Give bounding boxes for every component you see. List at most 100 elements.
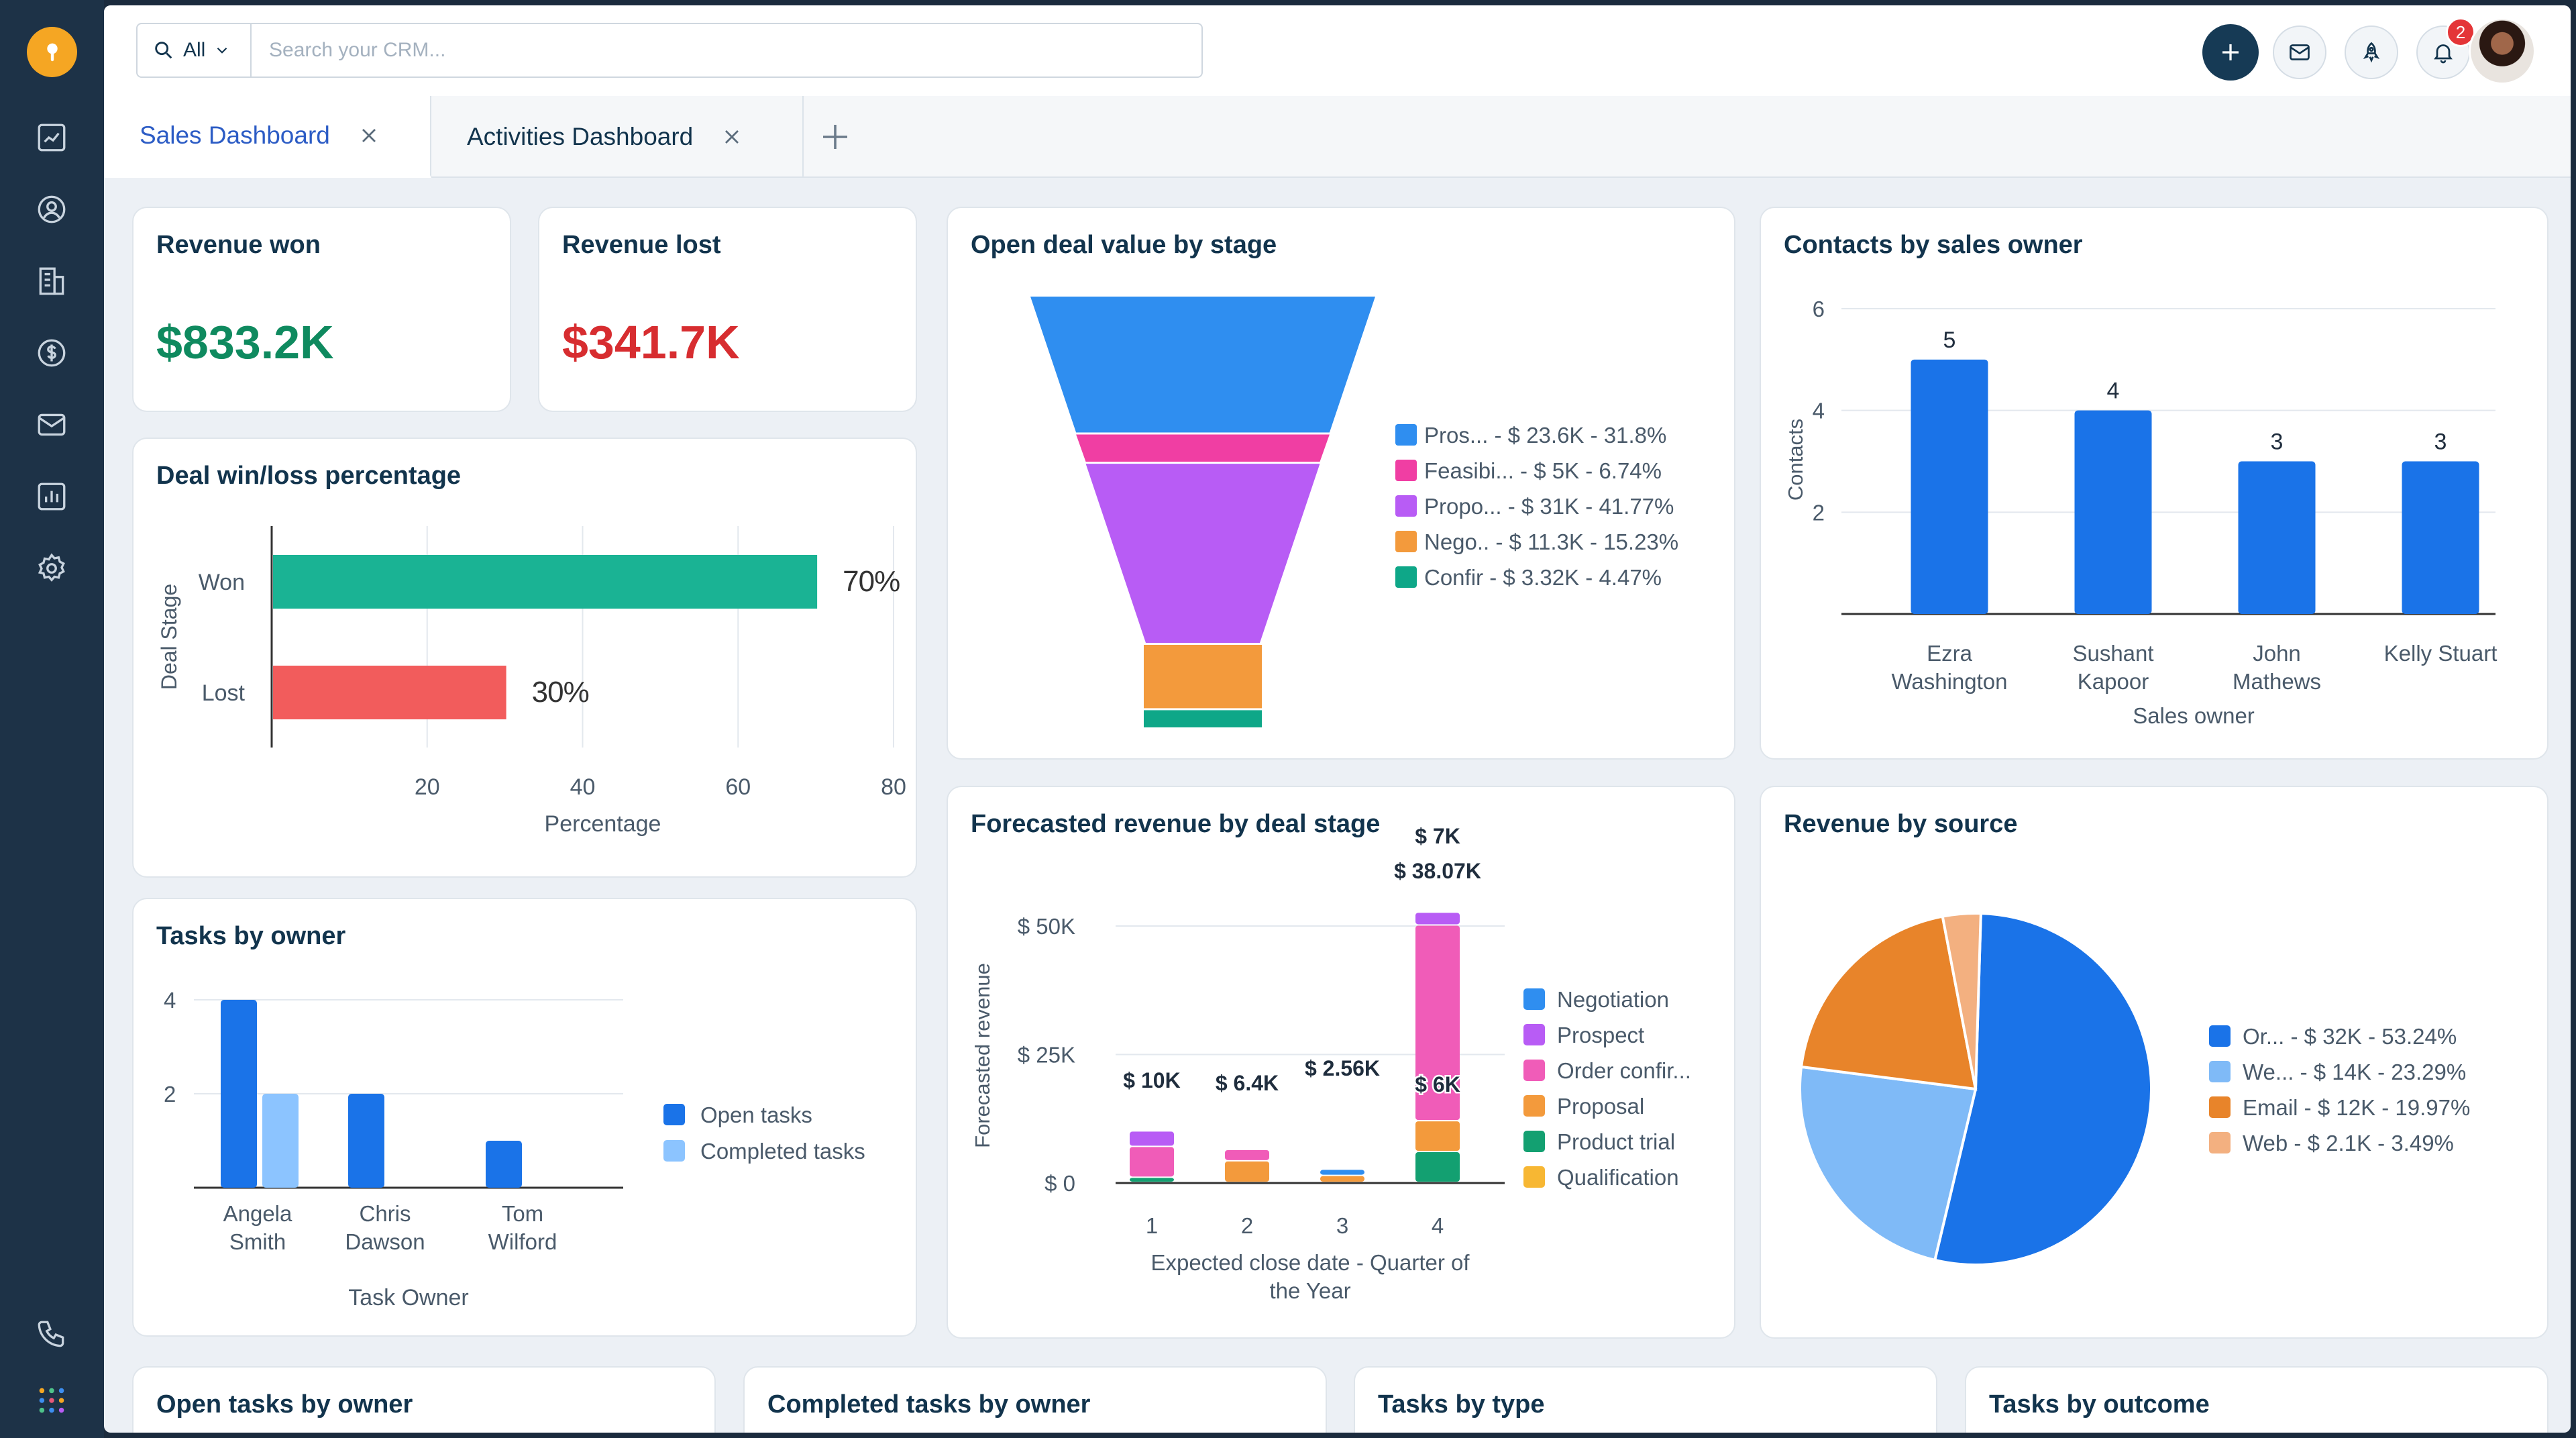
bar-segment-proposal: [1225, 1161, 1269, 1182]
data-label: 3: [2434, 429, 2447, 455]
data-label: $ 2.56K: [1305, 1056, 1380, 1080]
tab-label: Activities Dashboard: [467, 123, 694, 150]
card-title: Tasks by outcome: [1989, 1390, 2210, 1419]
legend-label: Email - $ 12K - 19.97%: [2243, 1095, 2470, 1120]
apps-grid-icon[interactable]: [34, 1382, 70, 1419]
freshsales-logo-icon: [46, 43, 58, 61]
forecast-chart: $ 0 $ 25K $ 50K 1 2 3 4 $ 10K $ 6.4K $ 2.56K $ 7K $…: [971, 823, 1691, 1304]
open-deal-value-card: Open deal value by stage Pros... - $ 23.…: [947, 207, 1735, 760]
data-label: 3: [2271, 429, 2284, 455]
quick-add-button[interactable]: [2202, 24, 2259, 81]
x-tick-label: 4: [1432, 1213, 1444, 1238]
y-axis-label: Contacts: [1784, 419, 1807, 501]
revenue-won-value: $833.2K: [156, 316, 334, 368]
legend-swatch: [1395, 460, 1417, 481]
funnel-stage-propo: [1085, 464, 1320, 643]
add-tab-icon[interactable]: [817, 119, 853, 155]
bar-segment-producttrial: [1130, 1178, 1174, 1182]
tasks-by-outcome-card: Tasks by outcome: [1965, 1366, 2548, 1433]
accounts-icon[interactable]: [34, 263, 70, 299]
x-tick-label: Sushant: [2072, 641, 2153, 666]
tab-activities-dashboard[interactable]: Activities Dashboard: [431, 96, 804, 178]
y-tick-label: 4: [1813, 399, 1825, 423]
bar: [2238, 461, 2316, 614]
bar-open-tasks: [348, 1094, 384, 1188]
legend-swatch: [2209, 1132, 2231, 1153]
legend-swatch: [2209, 1096, 2231, 1118]
y-tick-label: 4: [164, 988, 176, 1013]
funnel-stage-confir: [1144, 710, 1262, 727]
card-title: Open tasks by owner: [156, 1390, 413, 1419]
bar-segment-negotiation: [1320, 1170, 1364, 1175]
x-axis-label: the Year: [1269, 1278, 1350, 1303]
bell-icon: [2434, 44, 2453, 64]
bar-segment-producttrial: [1415, 1152, 1460, 1182]
open-tasks-by-owner-card: Open tasks by owner: [132, 1366, 716, 1433]
card-title: Tasks by type: [1378, 1390, 1545, 1419]
deals-icon[interactable]: [34, 335, 70, 371]
data-label: 4: [2107, 378, 2120, 404]
x-axis-label: Sales owner: [2133, 703, 2255, 728]
close-icon[interactable]: [720, 125, 744, 149]
x-axis-label: Expected close date - Quarter of: [1150, 1250, 1470, 1275]
legend-swatch: [2209, 1025, 2231, 1047]
y-tick-label: Lost: [202, 680, 246, 706]
close-icon[interactable]: [357, 123, 381, 148]
legend-swatch: [1523, 1166, 1545, 1188]
funnel-chart: Pros... - $ 23.6K - 31.8% Feasibi... - $ …: [1030, 297, 1678, 727]
card-title: Revenue won: [156, 231, 321, 259]
card-title: Forecasted revenue by deal stage: [971, 810, 1381, 838]
tab-sales-dashboard[interactable]: Sales Dashboard: [104, 96, 431, 178]
search-input[interactable]: [252, 27, 1201, 74]
reports-icon[interactable]: [34, 478, 70, 515]
rocket-button[interactable]: [2345, 25, 2398, 79]
email-button[interactable]: [2273, 25, 2326, 79]
notifications-button[interactable]: 2: [2416, 17, 2475, 79]
legend-label: Nego.. - $ 11.3K - 15.23%: [1424, 529, 1678, 554]
y-axis-label: Deal Stage: [157, 584, 181, 690]
revenue-lost-value: $341.7K: [562, 316, 740, 368]
funnel-stage-nego: [1144, 645, 1262, 709]
card-title: Revenue lost: [562, 231, 721, 259]
settings-icon[interactable]: [34, 550, 70, 586]
legend-label: Propo... - $ 31K - 41.77%: [1424, 494, 1674, 519]
mail-icon: [2290, 44, 2310, 60]
legend-label: Product trial: [1557, 1129, 1675, 1154]
legend-swatch: [1395, 531, 1417, 552]
deal-win-loss-card: Deal win/loss percentage 20 40 60 80 Won 70% L…: [132, 438, 917, 878]
y-tick-label: $ 50K: [1018, 914, 1075, 939]
card-title: Revenue by source: [1784, 810, 2018, 838]
data-label: $ 6.4K: [1216, 1071, 1279, 1095]
card-title: Tasks by owner: [156, 922, 346, 950]
pie-slice-web: [1941, 912, 1982, 1090]
x-tick-label: 1: [1146, 1213, 1158, 1238]
y-tick-label: $ 0: [1044, 1171, 1075, 1196]
legend-swatch: [1395, 424, 1417, 446]
bar-open-tasks: [486, 1141, 522, 1188]
legend-label: Completed tasks: [700, 1139, 865, 1164]
dashboard-icon[interactable]: [34, 119, 70, 156]
data-label: 30%: [532, 676, 589, 709]
x-tick-label: Ezra: [1927, 641, 1973, 666]
phone-icon[interactable]: [34, 1317, 70, 1353]
dashboard-tabs: Sales Dashboard Activities Dashboard: [104, 96, 2571, 178]
y-tick-label: 2: [1813, 500, 1825, 525]
tab-label: Sales Dashboard: [140, 121, 330, 149]
email-icon[interactable]: [34, 407, 70, 443]
search-icon: [155, 42, 172, 59]
legend-label: Order confir...: [1557, 1058, 1691, 1083]
contacts-icon[interactable]: [34, 191, 70, 227]
x-tick-label: 20: [415, 774, 440, 800]
contacts-by-owner-card: Contacts by sales owner 2 4 6 5 Ezra Washingt…: [1760, 207, 2548, 760]
revenue-lost-card: Revenue lost $341.7K: [538, 207, 917, 412]
bar-segment-prospect: [1130, 1131, 1174, 1146]
bar-segment-orderconfir: [1415, 925, 1460, 1121]
freshsales-logo[interactable]: [27, 27, 77, 77]
card-title: Open deal value by stage: [971, 231, 1277, 259]
user-avatar[interactable]: [2469, 17, 2536, 85]
rocket-icon: [2363, 42, 2380, 63]
x-axis-label: Percentage: [545, 811, 661, 837]
x-tick-label: Mathews: [2233, 669, 2321, 694]
search-scope-dropdown[interactable]: All: [138, 24, 252, 76]
x-tick-label: Kelly Stuart: [2384, 641, 2498, 666]
